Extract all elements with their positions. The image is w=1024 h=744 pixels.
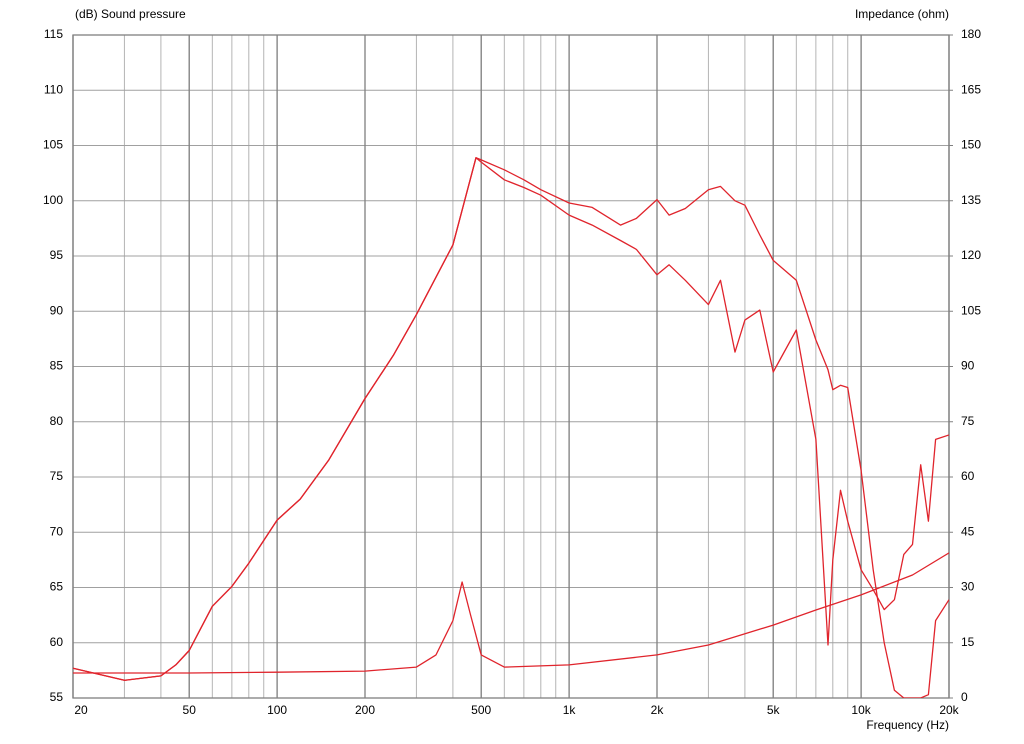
y-tick-label: 60 [50,635,64,649]
x-tick-label: 20 [74,703,88,717]
y2-tick-label: 165 [961,82,981,96]
y2-tick-label: 90 [961,359,975,373]
y-tick-label: 110 [44,82,63,96]
x-tick-label: 50 [183,703,197,717]
plot-frame [72,34,950,699]
y2-tick-label: 105 [961,303,981,317]
response-curve [73,552,949,674]
y-tick-label: 75 [50,469,64,483]
y2-tick-label: 120 [961,248,981,262]
x-tick-label: 500 [471,703,491,717]
x-tick-label: 1k [563,703,577,717]
x-tick-label: 100 [267,703,287,717]
x-tick-label: 2k [651,703,665,717]
curves [73,157,949,698]
y2-tick-label: 180 [961,27,981,41]
y-tick-label: 115 [44,27,63,41]
y2-tick-label: 150 [961,138,981,152]
y2-axis-label: Impedance (ohm) [855,7,949,21]
x-axis-label: Frequency (Hz) [866,718,949,732]
y2-tick-label: 30 [961,580,975,594]
x-tick-label: 10k [851,703,871,717]
y2-tick-label: 15 [961,635,975,649]
x-tick-label: 20k [939,703,959,717]
y-tick-label: 70 [50,524,64,538]
y-tick-label: 55 [50,690,64,704]
y-tick-label: 65 [50,580,64,594]
y-tick-label: 100 [43,193,63,207]
x-tick-label: 200 [355,703,375,717]
y2-tick-label: 60 [961,469,975,483]
y2-tick-label: 135 [961,193,981,207]
y2-tick-label: 45 [961,524,975,538]
y2-tick-label: 0 [961,690,968,704]
y2-tick-label: 75 [961,414,975,428]
y-axis-label: (dB) Sound pressure [75,7,186,21]
y-tick-label: 90 [50,303,64,317]
y-tick-label: 80 [50,414,64,428]
y-tick-label: 105 [43,138,63,152]
y-tick-label: 85 [50,359,64,373]
x-tick-label: 5k [767,703,781,717]
y-tick-label: 95 [50,248,64,262]
